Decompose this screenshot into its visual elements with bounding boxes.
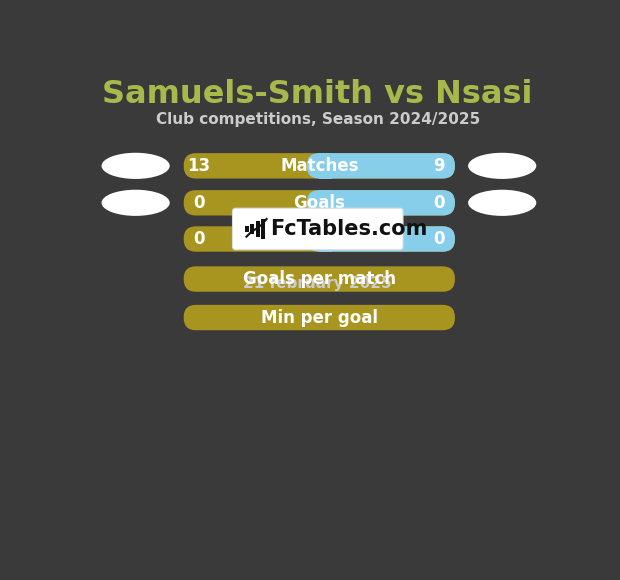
Text: 0: 0 [193,230,205,248]
Text: Goals per match: Goals per match [243,270,396,288]
FancyBboxPatch shape [232,208,403,250]
Text: Matches: Matches [280,157,358,175]
Ellipse shape [468,190,536,216]
Text: 13: 13 [188,157,211,175]
Ellipse shape [102,190,170,216]
Text: Goals: Goals [293,194,345,212]
FancyBboxPatch shape [184,305,455,330]
Bar [250,224,254,234]
Ellipse shape [468,153,536,179]
Text: Min per goal: Min per goal [261,309,378,327]
Text: Hattricks: Hattricks [277,230,362,248]
Text: 9: 9 [433,157,445,175]
FancyBboxPatch shape [184,266,455,292]
Bar [319,190,332,216]
FancyBboxPatch shape [184,153,455,179]
Bar [261,219,265,239]
Bar [255,222,260,237]
Text: 21 february 2025: 21 february 2025 [244,276,392,291]
FancyBboxPatch shape [184,190,455,216]
Text: Club competitions, Season 2024/2025: Club competitions, Season 2024/2025 [156,112,480,127]
FancyBboxPatch shape [307,190,455,216]
FancyBboxPatch shape [307,153,455,179]
FancyBboxPatch shape [307,226,455,252]
Text: Samuels-Smith vs Nsasi: Samuels-Smith vs Nsasi [102,79,533,110]
Bar [245,226,249,232]
Text: 0: 0 [193,194,205,212]
Text: 0: 0 [433,194,445,212]
Bar [319,226,332,252]
Text: 0: 0 [433,230,445,248]
Text: FcTables.com: FcTables.com [270,219,427,239]
Bar [319,153,332,179]
FancyBboxPatch shape [184,226,455,252]
Ellipse shape [102,153,170,179]
